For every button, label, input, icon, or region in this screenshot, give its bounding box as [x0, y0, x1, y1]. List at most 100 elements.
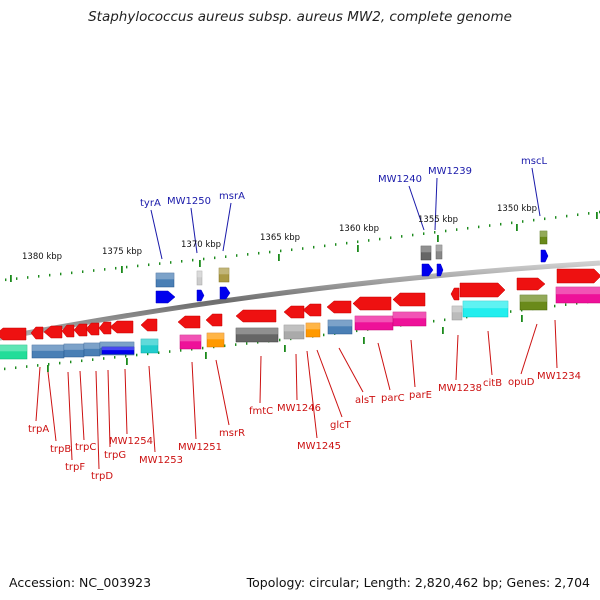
minor-tick	[269, 250, 271, 254]
box-highlight	[180, 335, 201, 342]
leader-line	[107, 369, 111, 448]
leader-line	[47, 371, 57, 442]
minor-tick-lower	[103, 357, 105, 360]
gene-arrow-MW1240	[421, 263, 434, 277]
cog-box-MW1239	[435, 244, 443, 260]
major-tick	[437, 235, 439, 242]
cog-box	[206, 332, 225, 348]
leader-line	[35, 366, 41, 422]
gene-arrow-reverse	[0, 327, 27, 341]
leader-line	[124, 368, 128, 435]
minor-tick	[302, 247, 304, 250]
minor-tick	[236, 254, 238, 257]
minor-tick	[60, 272, 62, 276]
minor-tick	[71, 271, 73, 275]
minor-tick	[247, 253, 249, 256]
minor-tick-lower	[37, 364, 39, 367]
minor-tick-lower	[136, 353, 138, 357]
leader-line	[338, 347, 364, 393]
minor-tick-lower	[444, 318, 446, 322]
box-highlight	[156, 273, 174, 280]
gene-label-alsT: alsT	[355, 395, 376, 406]
gene-arrow-forward	[516, 277, 546, 291]
minor-tick-lower	[510, 310, 512, 313]
gene-label-mscL: mscL	[521, 156, 547, 167]
leader-line	[215, 359, 230, 426]
gene-arrow-MW1250	[196, 289, 205, 302]
gene-arrow-reverse	[392, 292, 426, 307]
minor-tick	[225, 255, 227, 258]
major-tick	[516, 224, 518, 231]
minor-tick	[368, 239, 370, 242]
leader-line	[295, 353, 298, 401]
tick-label-1360kbp: 1360 kbp	[339, 224, 379, 234]
minor-tick-lower	[433, 319, 435, 323]
major-tick	[10, 275, 12, 282]
leader-line	[455, 334, 459, 381]
minor-tick	[5, 278, 7, 282]
tick-label-1365kbp: 1365 kbp	[260, 233, 300, 243]
minor-tick-lower	[114, 356, 116, 359]
cog-box	[519, 294, 548, 311]
tick-label-1370kbp: 1370 kbp	[181, 240, 221, 250]
leader-line	[306, 350, 318, 439]
gene-arrow-reverse	[109, 320, 134, 334]
box-highlight	[540, 231, 547, 237]
cog-box	[462, 300, 509, 318]
minor-tick-lower	[180, 349, 182, 352]
gene-arrow-reverse	[283, 305, 305, 319]
tick-label-1350kbp: 1350 kbp	[497, 204, 537, 214]
cog-box-mscL	[539, 230, 548, 245]
minor-tick-lower	[15, 366, 17, 370]
gene-label-parC: parC	[381, 393, 405, 404]
gene-arrow-reverse	[43, 325, 63, 339]
box-highlight	[452, 306, 462, 313]
leader-line	[410, 339, 416, 388]
minor-tick-lower	[125, 354, 127, 358]
gene-label-MW1246: MW1246	[277, 403, 321, 414]
minor-tick	[126, 265, 128, 269]
minor-tick-lower	[92, 358, 94, 361]
minor-tick	[434, 231, 436, 234]
box-highlight	[141, 339, 158, 346]
box-highlight	[236, 328, 278, 335]
box-highlight	[355, 316, 393, 323]
minor-tick	[313, 245, 315, 249]
cog-box-MW1250	[196, 270, 203, 286]
leader-line	[67, 371, 73, 461]
gene-label-trpB: trpB	[50, 444, 71, 455]
minor-tick	[16, 277, 18, 280]
minor-tick	[544, 217, 546, 221]
box-highlight	[84, 343, 100, 349]
cog-box	[555, 286, 600, 304]
major-tick	[199, 260, 201, 267]
minor-tick-lower	[59, 361, 61, 365]
minor-tick	[467, 226, 469, 230]
gene-arrow-reverse	[140, 318, 158, 332]
minor-tick	[423, 232, 425, 235]
minor-tick-lower	[356, 329, 358, 333]
minor-tick	[511, 221, 513, 225]
minor-tick	[412, 233, 414, 237]
leader-line	[148, 365, 156, 453]
minor-tick	[588, 212, 590, 215]
gene-arrow-reverse	[30, 326, 44, 340]
map-title: Staphylococcus aureus subsp. aureus MW2,…	[88, 9, 512, 25]
gene-arrow-mscL	[540, 249, 549, 263]
cog-box	[451, 305, 463, 321]
gene-label-trpC: trpC	[75, 442, 96, 453]
genome-summary: Topology: circular; Length: 2,820,462 bp…	[246, 575, 590, 590]
box-highlight	[32, 345, 64, 351]
gene-arrow-tyrA	[155, 290, 176, 304]
cog-box	[327, 319, 353, 335]
leader-line	[434, 177, 438, 231]
minor-tick	[522, 220, 524, 223]
leader-line	[554, 319, 558, 369]
leader-line	[531, 167, 541, 217]
box-highlight	[0, 345, 27, 352]
minor-tick-lower	[323, 333, 325, 337]
gene-label-msrA: msrA	[219, 191, 245, 202]
box-highlight	[306, 323, 320, 330]
cog-box-tyrA	[155, 272, 175, 288]
